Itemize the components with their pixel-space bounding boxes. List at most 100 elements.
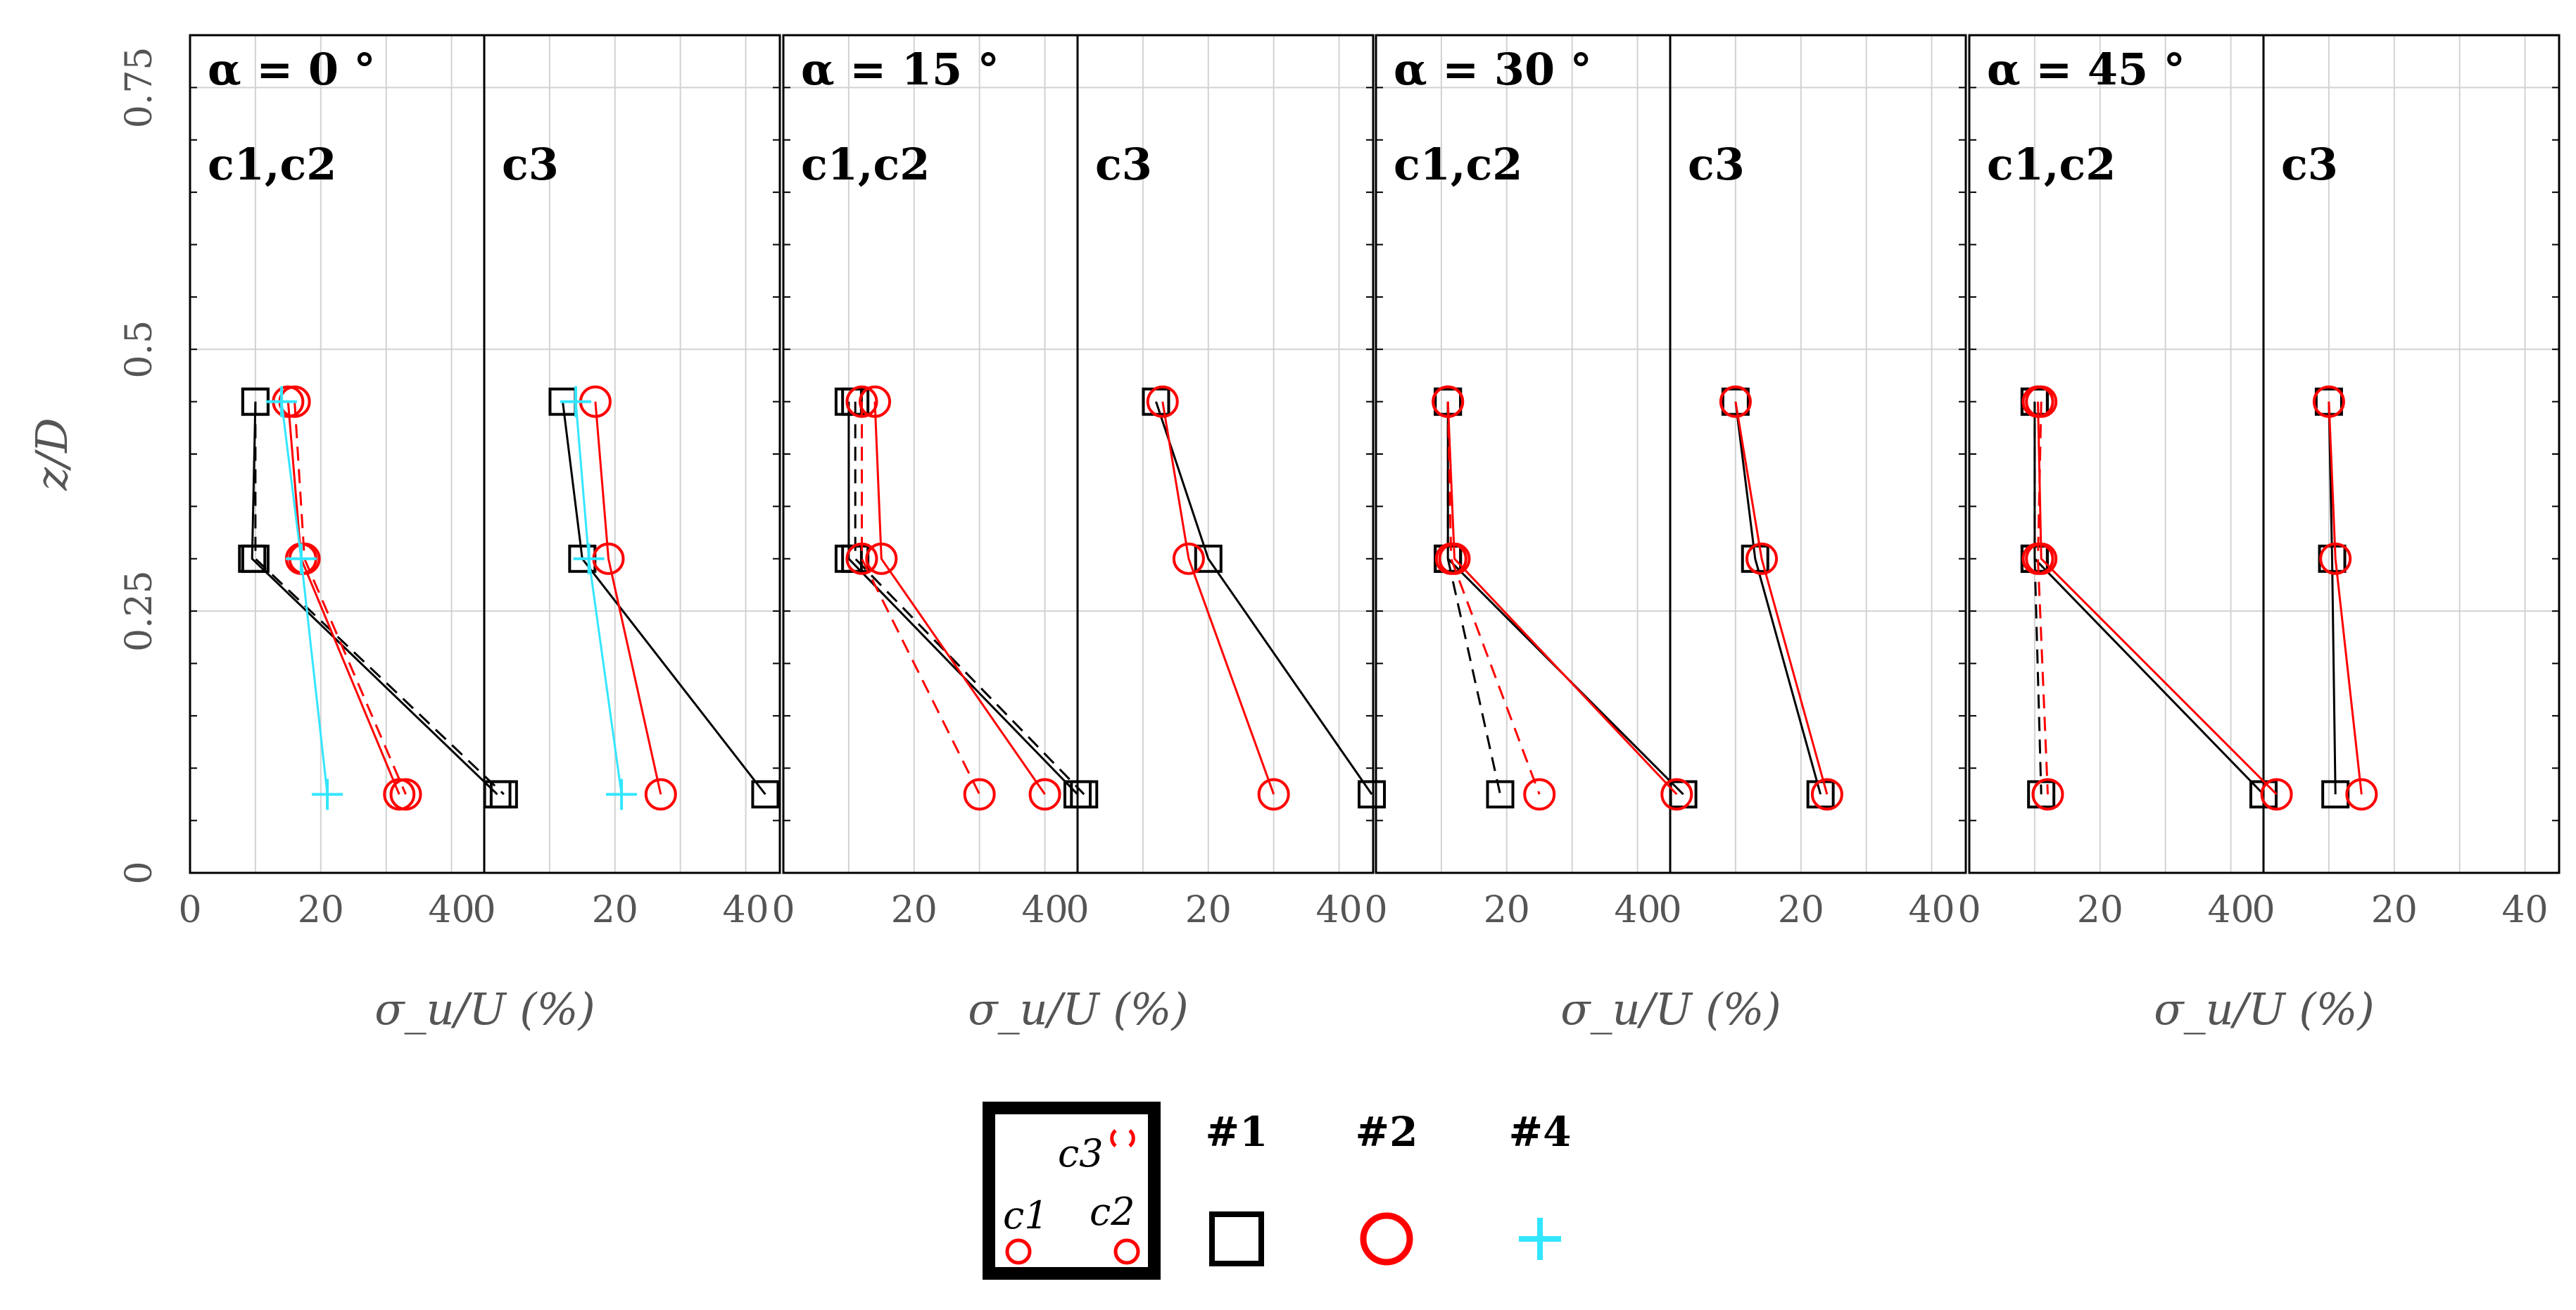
- series-line: [1734, 401, 1829, 795]
- alpha-label: α = 15 °: [801, 44, 999, 95]
- legend-entry-0: #1: [1206, 1108, 1268, 1266]
- x-tick-label: 40: [722, 889, 769, 931]
- group-label: c1,c2: [1987, 139, 2116, 190]
- series-line: [1161, 401, 1275, 795]
- inset-point-c3: [1110, 1129, 1135, 1147]
- inset-square: [983, 1102, 1161, 1280]
- series-line: [861, 401, 981, 795]
- group-label: c1,c2: [801, 139, 930, 190]
- x-tick-label: 20: [1484, 889, 1530, 931]
- series-2: [859, 385, 1061, 811]
- data-point-2: [751, 780, 780, 809]
- legend-label: #1: [1206, 1108, 1268, 1156]
- data-point-2: [2031, 778, 2064, 811]
- y-tick-label: 0: [118, 861, 160, 884]
- group-0: c1,c2: [1987, 139, 2293, 811]
- series-0: [834, 387, 1092, 809]
- series-line: [2033, 401, 2043, 795]
- data-point-1: [241, 544, 270, 573]
- inset-label-c1: c1: [1003, 1193, 1049, 1237]
- series-line: [1155, 401, 1373, 795]
- series-line: [2328, 401, 2363, 795]
- panel-1: 0 20 400 20 40σ_u/U (%)α = 15 °c1,c2 c3: [771, 34, 1386, 1035]
- series-line: [254, 401, 505, 795]
- series-line: [1446, 401, 1684, 795]
- group-label: c3: [1095, 139, 1152, 190]
- series-line: [873, 401, 1046, 795]
- alpha-label: α = 30 °: [1394, 44, 1592, 95]
- series-line: [594, 401, 662, 795]
- data-point-1: [1172, 542, 1205, 575]
- y-tick-label: 0.5: [118, 320, 160, 379]
- data-point-1: [2319, 542, 2352, 575]
- series-line: [562, 401, 766, 795]
- legend-label: #4: [1509, 1108, 1572, 1156]
- data-point-2: [2345, 778, 2378, 811]
- series-line: [2036, 401, 2049, 795]
- data-point-0: [845, 385, 878, 418]
- group-label: c3: [1688, 139, 1745, 190]
- series-1: [241, 387, 518, 809]
- x-tick-label: 0: [1658, 889, 1681, 931]
- series-line: [2328, 401, 2337, 795]
- legend-marker: [1209, 1211, 1264, 1266]
- series-2: [2021, 385, 2293, 811]
- x-tick-label: 40: [1021, 889, 1068, 931]
- inset-point-c1: [1005, 1238, 1032, 1265]
- data-point-2: [1523, 778, 1556, 811]
- x-tick-label: 20: [1185, 889, 1232, 931]
- data-point-0: [2025, 385, 2058, 418]
- group-1: c3: [2281, 139, 2378, 811]
- series-0: [2020, 387, 2278, 809]
- series-line: [847, 401, 1079, 795]
- data-point-1: [285, 543, 317, 574]
- group-0: c1,c2: [1394, 139, 1698, 811]
- x-tick-label: 20: [1778, 889, 1824, 931]
- x-axis-title: σ_u/U (%): [2154, 983, 2374, 1035]
- series-0: [548, 387, 780, 809]
- inset-point-c2: [1113, 1238, 1140, 1265]
- gridlines: [190, 35, 780, 873]
- group-0: c1,c2: [801, 139, 1099, 811]
- panel-3: 0 20 400 20 40σ_u/U (%)α = 45 °c1,c2 c3: [1957, 34, 2561, 1035]
- alpha-label: α = 45 °: [1987, 44, 2185, 95]
- y-tick-label: 0.75: [118, 46, 160, 128]
- data-point-2: [2260, 778, 2293, 811]
- x-tick-label: 0: [1364, 889, 1387, 931]
- data-point-2: [312, 779, 343, 810]
- panel-2: 0 20 400 20 40σ_u/U (%)α = 30 °c1,c2 c3: [1364, 34, 1967, 1035]
- x-tick-label: 0: [472, 889, 495, 931]
- series-1: [2312, 385, 2378, 811]
- data-point-0: [859, 385, 892, 418]
- x-tick-label: 40: [2207, 889, 2254, 931]
- x-tick-label: 0: [771, 889, 795, 931]
- series-line: [2033, 401, 2265, 795]
- panels: 0 20 400 20 40σ_u/U (%)α = 0 °c1,c2 c30 20 400 2…: [26, 34, 2561, 1035]
- series-line: [251, 401, 498, 795]
- x-tick-label: 0: [2252, 889, 2275, 931]
- data-point-1: [865, 542, 898, 575]
- data-point-2: [1358, 780, 1386, 809]
- legend-label: #2: [1356, 1108, 1418, 1156]
- x-axis-title: σ_u/U (%): [1560, 983, 1781, 1035]
- data-point-2: [1486, 780, 1515, 809]
- data-point-2: [489, 780, 518, 809]
- data-point-2: [1028, 778, 1061, 811]
- series-3: [278, 385, 422, 811]
- x-tick-label: 20: [2371, 889, 2418, 931]
- series-line: [2037, 401, 2278, 795]
- group-label: c3: [2281, 139, 2338, 190]
- legend-entry-2: #4: [1509, 1108, 1572, 1260]
- data-point-2: [644, 778, 677, 811]
- series-line: [1446, 401, 1541, 795]
- series-line: [1446, 401, 1501, 795]
- y-tick-label: 0.25: [118, 570, 160, 652]
- data-point-2: [1070, 780, 1099, 809]
- x-tick-label: 40: [2501, 889, 2548, 931]
- series-3: [1432, 385, 1556, 811]
- x-tick-labels: 0 20 400 20 40: [771, 889, 1362, 931]
- data-point-1: [1194, 544, 1223, 573]
- y-axis: 0 0.25 0.5 0.75 z/D: [26, 46, 160, 884]
